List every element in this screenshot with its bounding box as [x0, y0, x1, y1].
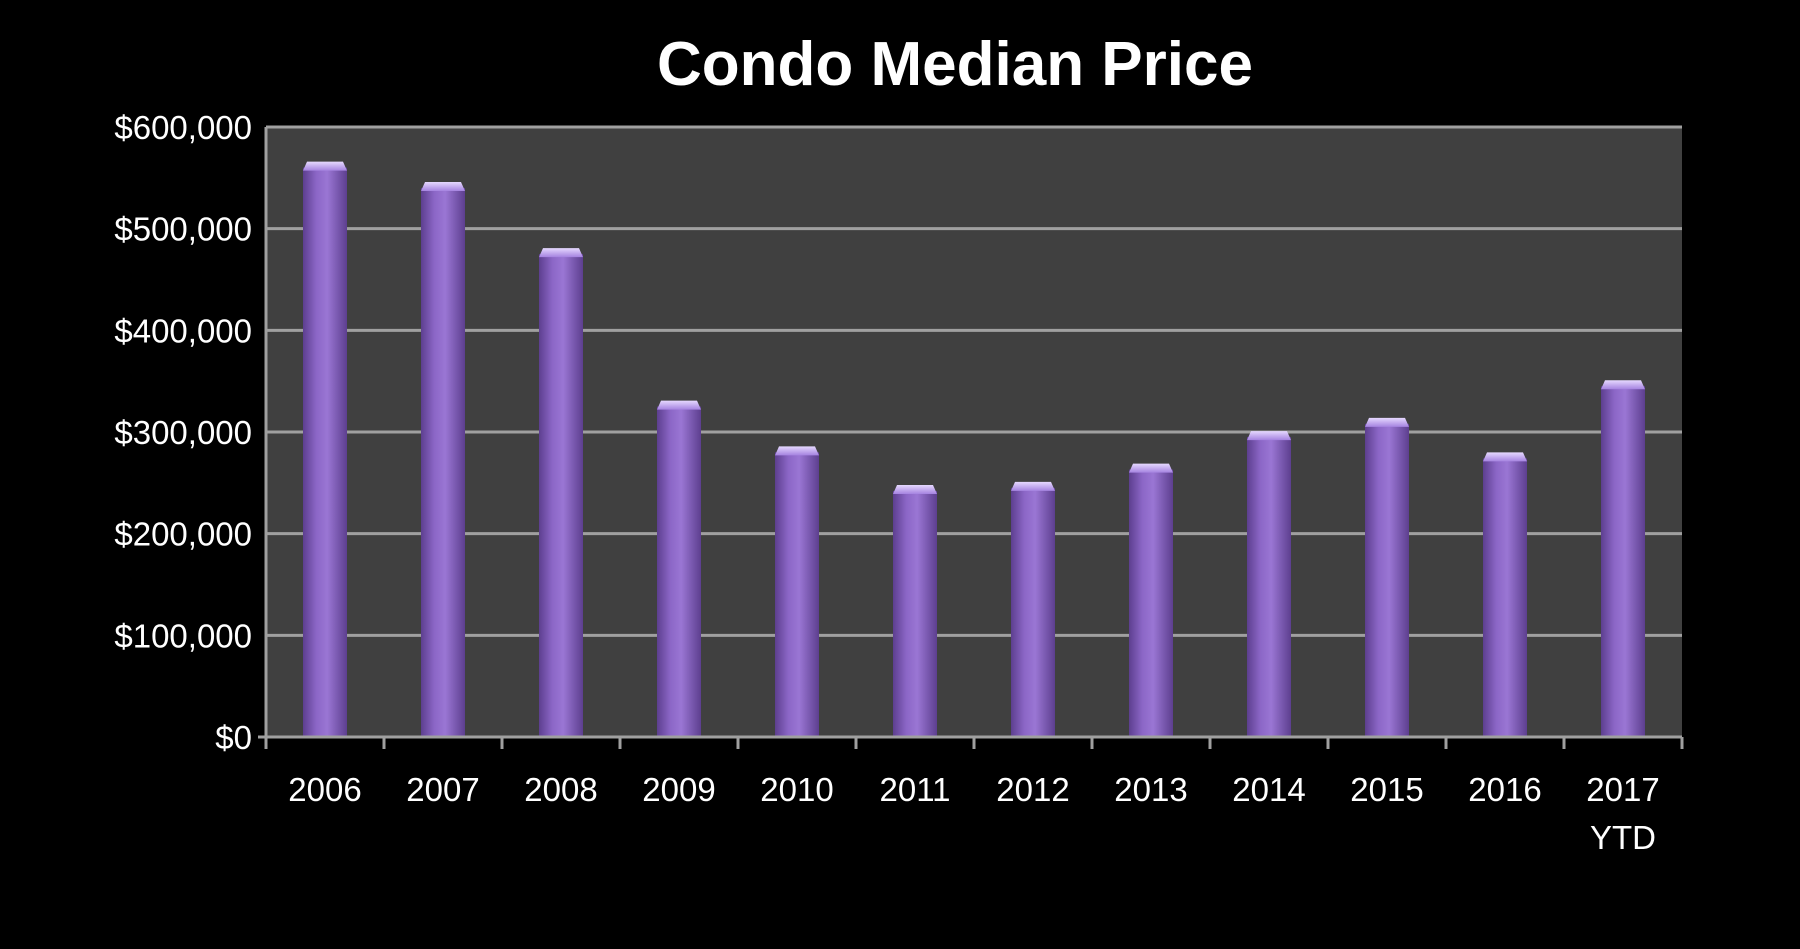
bar [1601, 386, 1645, 737]
bar-cap [1483, 452, 1527, 462]
y-tick-label: $400,000 [114, 312, 252, 349]
x-tick-label: 2015 [1350, 771, 1423, 808]
bar [893, 490, 937, 737]
chart-title: Condo Median Price [657, 30, 1253, 99]
bar [1011, 487, 1055, 737]
bar-cap [657, 400, 701, 410]
bar [1483, 458, 1527, 737]
bar-cap [1011, 481, 1055, 491]
x-tick-label: 2008 [524, 771, 597, 808]
y-tick-label: $500,000 [114, 211, 252, 248]
bar-cap [1365, 417, 1409, 427]
y-tick-label: $0 [215, 719, 252, 756]
y-tick-label: $200,000 [114, 516, 252, 553]
x-tick-label: 2013 [1114, 771, 1187, 808]
bar [657, 406, 701, 737]
x-tick-label: 2006 [288, 771, 361, 808]
x-tick-label: 2012 [996, 771, 1069, 808]
x-tick-label: 2007 [406, 771, 479, 808]
y-tick-label: $100,000 [114, 617, 252, 654]
bar-cap [893, 484, 937, 494]
bar [775, 452, 819, 737]
x-tick-label: 2010 [760, 771, 833, 808]
bar [421, 188, 465, 737]
bar-cap [421, 182, 465, 191]
x-tick-label: YTD [1590, 819, 1656, 856]
bar-cap [303, 161, 347, 171]
bar [303, 167, 347, 737]
bar [1365, 423, 1409, 737]
bar-cap [1129, 463, 1173, 473]
bar-cap [1601, 380, 1645, 390]
x-tick-label: 2014 [1232, 771, 1305, 808]
x-tick-label: 2009 [642, 771, 715, 808]
bar [1247, 437, 1291, 737]
bar-cap [1247, 431, 1291, 441]
x-tick-label: 2016 [1468, 771, 1541, 808]
x-tick-label: 2011 [880, 771, 951, 808]
bar [539, 254, 583, 738]
y-tick-label: $600,000 [114, 109, 252, 146]
bar [1129, 469, 1173, 737]
bar-cap [539, 248, 583, 258]
bar-cap [775, 446, 819, 456]
x-tick-label: 2017 [1586, 771, 1659, 808]
y-tick-label: $300,000 [114, 414, 252, 451]
